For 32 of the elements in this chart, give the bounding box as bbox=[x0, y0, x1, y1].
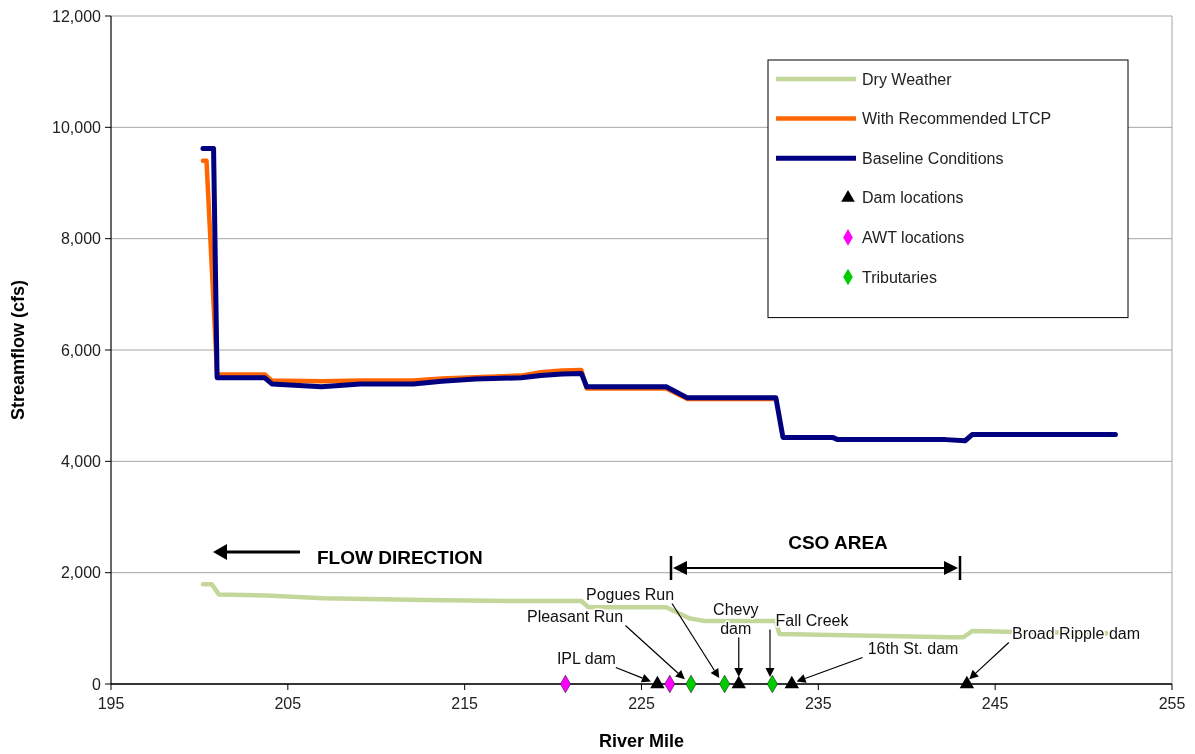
legend-label: Tributaries bbox=[862, 268, 937, 286]
y-tick-label: 4,000 bbox=[60, 452, 102, 470]
y-tick-label: 6,000 bbox=[60, 341, 102, 359]
x-tick-label: 255 bbox=[1158, 695, 1186, 712]
annotation: Pogues Run bbox=[585, 585, 675, 603]
x-tick-label: 245 bbox=[981, 695, 1009, 712]
y-tick-label: 8,000 bbox=[60, 230, 102, 248]
annotation: 16th St. dam bbox=[867, 639, 959, 657]
legend-label: Dry Weather bbox=[862, 70, 953, 88]
x-tick-label: 235 bbox=[804, 695, 832, 712]
y-tick-label: 12,000 bbox=[52, 7, 102, 25]
annotation: Pleasant Run bbox=[526, 607, 624, 625]
legend-label: AWT locations bbox=[862, 229, 965, 246]
y-tick-label: 2,000 bbox=[60, 564, 102, 582]
annotation: Fall Creek bbox=[775, 611, 850, 629]
y-tick-label: 0 bbox=[92, 675, 102, 693]
y-tick-label: 10,000 bbox=[52, 118, 102, 136]
y-axis-title: Streamflow (cfs) bbox=[8, 279, 28, 421]
annotation: Broad Ripple dam bbox=[1011, 624, 1141, 642]
line-series bbox=[200, 582, 1109, 640]
annotation: Chevy dam bbox=[713, 600, 759, 637]
legend-label: Baseline Conditions bbox=[862, 149, 1004, 167]
annotation: IPL dam bbox=[556, 649, 616, 667]
x-tick-label: 205 bbox=[274, 695, 302, 712]
x-tick-label: 215 bbox=[451, 695, 479, 712]
legend-label: Dam locations bbox=[862, 189, 964, 207]
annotation: FLOW DIRECTION bbox=[317, 547, 483, 568]
annotation: CSO AREA bbox=[788, 532, 889, 553]
legend-label: With Recommended LTCP bbox=[862, 110, 1052, 128]
x-tick-label: 195 bbox=[97, 695, 125, 712]
x-axis-title: River Mile bbox=[598, 731, 685, 751]
x-tick-label: 225 bbox=[628, 695, 655, 712]
